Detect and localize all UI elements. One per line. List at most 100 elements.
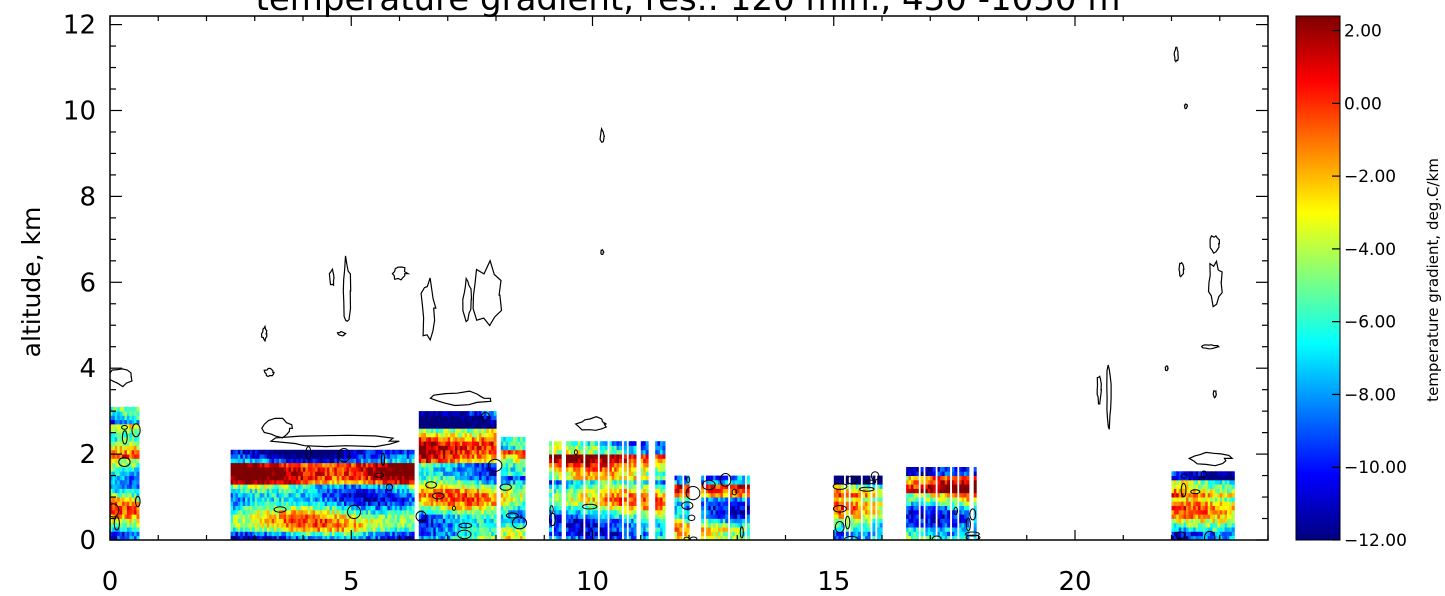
heatmap-cell — [604, 479, 608, 485]
heatmap-cell — [134, 406, 138, 412]
heatmap-cell — [850, 497, 854, 502]
heatmap-cell — [676, 492, 680, 498]
heatmap-cell — [628, 479, 632, 485]
heatmap-cell — [119, 415, 123, 421]
heatmap-cell — [604, 488, 608, 494]
heatmap-cell — [249, 505, 253, 511]
heatmap-cell — [471, 471, 475, 476]
heatmap-cell — [315, 497, 319, 502]
heatmap-cell — [725, 518, 729, 524]
heatmap-cell — [254, 527, 258, 532]
heatmap-cell — [114, 406, 118, 412]
heatmap-cell — [602, 462, 606, 468]
heatmap-cell — [879, 475, 883, 481]
heatmap-cell — [331, 484, 335, 489]
heatmap-cell — [365, 531, 369, 537]
heatmap-cell — [247, 492, 251, 498]
heatmap-cell — [479, 458, 483, 464]
heatmap-cell — [124, 406, 128, 412]
heatmap-cell — [278, 484, 282, 489]
heatmap-cell — [722, 479, 726, 485]
heatmap-cell — [134, 436, 138, 442]
heatmap-cell — [481, 509, 485, 515]
heatmap-cell — [676, 514, 680, 519]
heatmap-cell — [575, 527, 579, 532]
heatmap-cell — [252, 492, 256, 498]
heatmap-cell — [614, 449, 618, 455]
heatmap-cell — [655, 497, 659, 502]
heatmap-cell — [254, 471, 258, 476]
heatmap-cell — [558, 497, 562, 502]
heatmap-cell — [491, 488, 495, 494]
heatmap-cell — [947, 518, 951, 524]
heatmap-cell — [290, 458, 294, 464]
heatmap-cell — [365, 484, 369, 489]
heatmap-cell — [604, 505, 608, 511]
heatmap-cell — [303, 531, 306, 537]
heatmap-cell — [233, 514, 236, 519]
heatmap-cell — [964, 479, 967, 485]
heatmap-cell — [110, 488, 113, 494]
heatmap-cell — [911, 488, 914, 494]
heatmap-cell — [319, 449, 323, 455]
heatmap-cell — [281, 531, 285, 537]
heatmap-cell — [257, 454, 261, 459]
heatmap-cell — [457, 454, 461, 459]
heatmap-cell — [585, 458, 589, 464]
heatmap-cell — [657, 527, 661, 532]
heatmap-cell — [599, 449, 603, 455]
heatmap-cell — [131, 475, 135, 481]
heatmap-cell — [423, 462, 427, 468]
heatmap-cell — [640, 527, 644, 532]
heatmap-cell — [715, 505, 719, 511]
heatmap-cell — [286, 454, 290, 459]
heatmap-cell — [510, 509, 514, 515]
heatmap-cell — [252, 509, 256, 515]
heatmap-cell — [254, 458, 258, 464]
heatmap-cell — [315, 454, 319, 459]
heatmap-cell — [319, 527, 323, 532]
heatmap-cell — [915, 467, 919, 472]
heatmap-cell — [631, 462, 635, 468]
heatmap-cell — [575, 514, 579, 519]
heatmap-cell — [392, 527, 396, 532]
heatmap-cell — [657, 475, 661, 481]
heatmap-cell — [505, 462, 509, 468]
heatmap-cell — [925, 501, 929, 506]
heatmap-cell — [1173, 479, 1177, 485]
heatmap-cell — [520, 531, 524, 537]
heatmap-cell — [488, 518, 492, 524]
heatmap-cell — [435, 522, 439, 528]
heatmap-cell — [389, 458, 393, 464]
heatmap-cell — [283, 497, 287, 502]
heatmap-cell — [592, 492, 596, 498]
heatmap-cell — [317, 475, 321, 481]
heatmap-cell — [122, 449, 126, 455]
heatmap-cell — [592, 454, 596, 459]
heatmap-cell — [457, 479, 461, 485]
heatmap-cell — [329, 531, 333, 537]
heatmap-cell — [430, 462, 434, 468]
heatmap-cell — [389, 492, 393, 498]
heatmap-cell — [233, 535, 236, 540]
heatmap-cell — [737, 509, 741, 515]
heatmap-cell — [879, 479, 883, 485]
heatmap-cell — [377, 471, 381, 476]
heatmap-cell — [720, 522, 724, 528]
heatmap-cell — [906, 522, 910, 528]
heatmap-cell — [423, 527, 427, 532]
heatmap-cell — [331, 479, 335, 485]
heatmap-cell — [382, 467, 386, 472]
heatmap-cell — [879, 501, 883, 506]
heatmap-cell — [657, 449, 661, 455]
heatmap-cell — [237, 514, 241, 519]
heatmap-cell — [336, 531, 340, 537]
heatmap-cell — [382, 475, 386, 481]
heatmap-cell — [742, 505, 746, 511]
heatmap-cell — [959, 467, 963, 472]
heatmap-cell — [237, 518, 241, 524]
heatmap-cell — [913, 509, 917, 515]
heatmap-cell — [117, 432, 121, 438]
heatmap-cell — [471, 449, 475, 455]
heatmap-cell — [865, 514, 869, 519]
